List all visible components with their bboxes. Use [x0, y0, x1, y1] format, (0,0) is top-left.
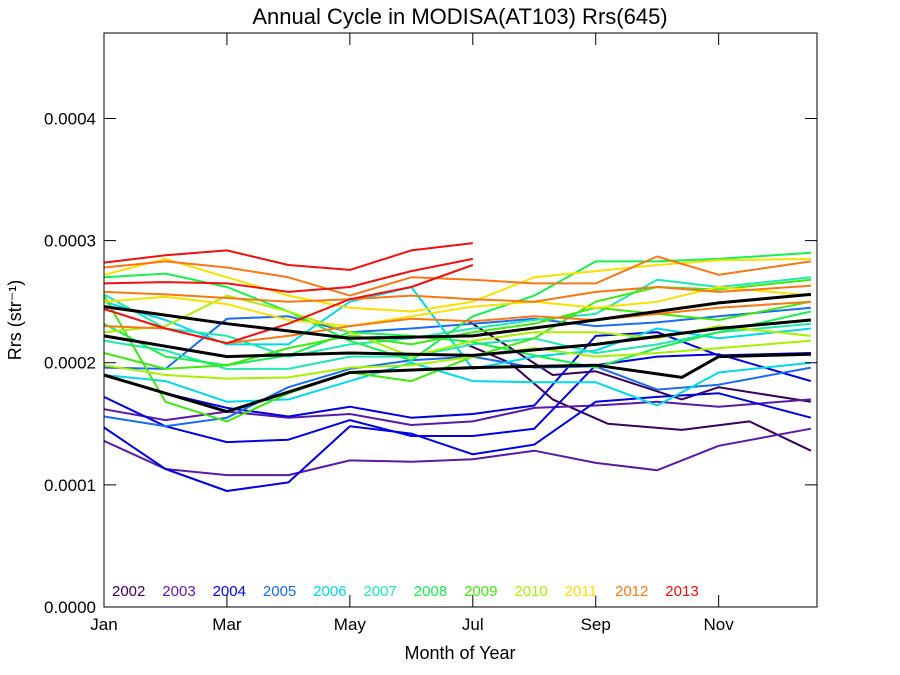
- legend: 2002 2003 2004 2005 2006 2007 2008 2009 2010 2011…: [112, 583, 699, 600]
- legend-entry-2004: 2004: [213, 583, 246, 600]
- y-tick-label: 0.0000: [44, 598, 96, 617]
- mean-lines-layer: [103, 292, 812, 414]
- plot-frame: [103, 32, 818, 608]
- series-line-2011-2: [103, 286, 811, 328]
- legend-entry-2006: 2006: [313, 583, 346, 600]
- y-axis-label: Rrs (str⁻¹): [5, 280, 25, 360]
- x-tick-label: May: [334, 615, 367, 634]
- x-tick-label: Nov: [704, 615, 735, 634]
- series-line-2012-1: [103, 255, 812, 297]
- legend-entry-2003: 2003: [162, 583, 195, 600]
- legend-entry-2007: 2007: [364, 583, 397, 600]
- y-tick-label: 0.0003: [44, 232, 96, 251]
- series-line-2013-3: [103, 264, 474, 345]
- series-layer: [103, 242, 812, 492]
- legend-entry-2009: 2009: [464, 583, 497, 600]
- series-line-2010-2: [103, 339, 811, 380]
- x-tick-label: Mar: [212, 615, 242, 634]
- x-axis-label: Month of Year: [404, 643, 515, 663]
- y-tick-label: 0.0002: [44, 354, 96, 373]
- series-line-2002-1: [466, 319, 812, 403]
- y-tick-label: 0.0001: [44, 476, 96, 495]
- x-tick-label: Sep: [581, 615, 611, 634]
- series-line-2004-1: [103, 392, 812, 492]
- axis-ticks: 0.0000 0.0001 0.0002 0.0003 0.0004 Jan Mar May J…: [44, 33, 817, 634]
- series-line-2004-2: [103, 353, 812, 444]
- series-line-2013-2: [103, 257, 473, 293]
- legend-entry-2013: 2013: [665, 583, 698, 600]
- series-line-2012-2: [103, 284, 811, 303]
- series-line-2006-1: [103, 361, 812, 407]
- legend-entry-2008: 2008: [414, 583, 447, 600]
- series-line-2003-1: [103, 427, 812, 477]
- chart-title: Annual Cycle in MODISA(AT103) Rrs(645): [252, 4, 667, 29]
- series-line-2003-2: [103, 398, 811, 426]
- legend-entry-2010: 2010: [514, 583, 547, 600]
- y-tick-label: 0.0004: [44, 109, 96, 128]
- series-line-2009-2: [103, 300, 812, 370]
- legend-entry-2002: 2002: [112, 583, 145, 600]
- mean-line-2: [103, 318, 812, 359]
- series-line-2007-1: [103, 276, 812, 358]
- series-line-2011-1: [103, 257, 811, 313]
- series-line-2013-1: [103, 242, 473, 271]
- mean-line-1: [103, 292, 812, 340]
- legend-entry-2011: 2011: [565, 583, 597, 600]
- mean-line-3: [103, 352, 811, 414]
- legend-entry-2012: 2012: [615, 583, 648, 600]
- x-tick-label: Jan: [90, 615, 117, 634]
- series-line-2005-1: [103, 306, 811, 370]
- x-tick-label: Jul: [462, 615, 484, 634]
- legend-entry-2005: 2005: [263, 583, 296, 600]
